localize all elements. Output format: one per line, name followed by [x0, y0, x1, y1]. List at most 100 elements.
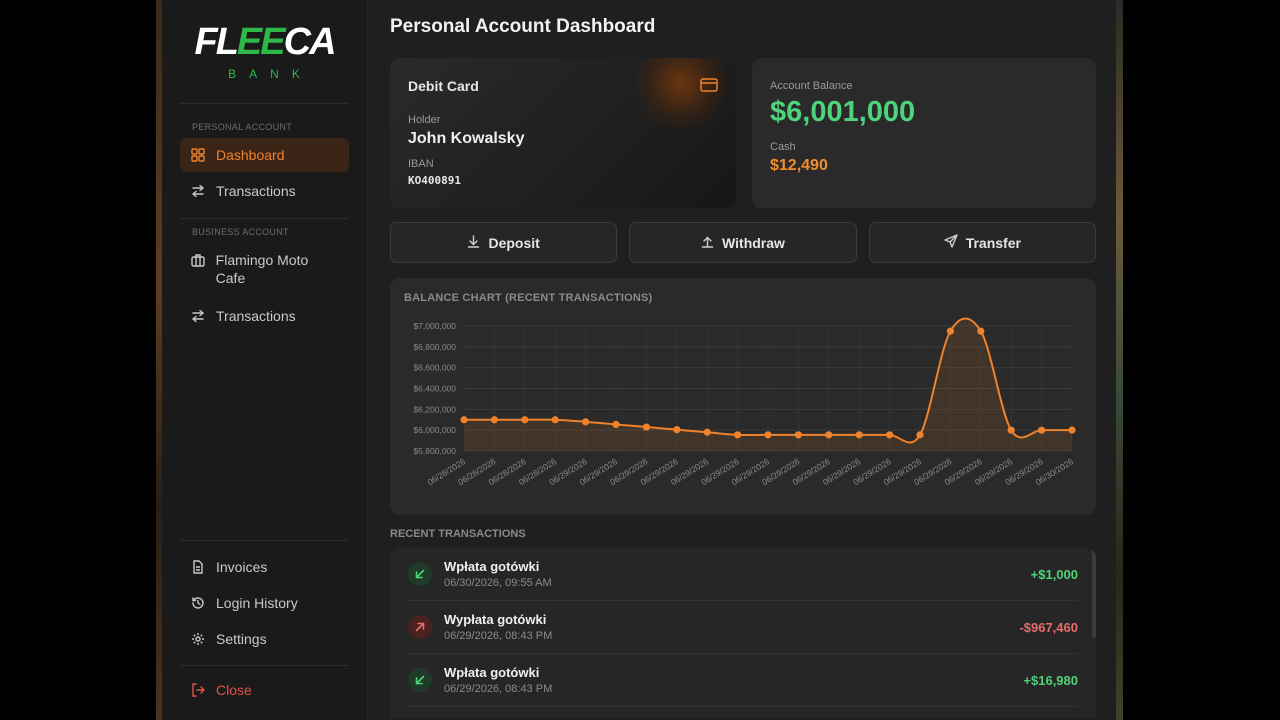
page-title: Personal Account Dashboard: [390, 16, 656, 37]
data-point: [855, 431, 863, 439]
background-right: [1118, 0, 1280, 720]
deposit-label: Deposit: [488, 234, 540, 251]
sidebar-item-dashboard[interactable]: Dashboard: [180, 138, 349, 172]
recent-transactions-label: RECENT TRANSACTIONS: [390, 528, 526, 540]
logout-icon: [190, 682, 206, 698]
data-point: [551, 416, 559, 424]
data-point: [490, 416, 498, 424]
sidebar-item-transactions-personal[interactable]: Transactions: [180, 174, 349, 208]
sidebar-item-settings[interactable]: Settings: [180, 621, 349, 657]
list-item[interactable]: Wypłata gotówki 06/29/2026, 08:43 PM -$96…: [408, 601, 1078, 654]
card-glow: [636, 58, 726, 138]
arrow-up-right-icon: [408, 615, 432, 639]
data-point: [703, 428, 711, 436]
sidebar-item-label: Flamingo Moto Cafe: [215, 252, 309, 286]
transaction-name: Wpłata gotówki: [444, 559, 540, 574]
chart-title: BALANCE CHART (RECENT TRANSACTIONS): [404, 292, 653, 304]
data-point: [825, 431, 833, 439]
cash-label: Cash: [770, 141, 796, 153]
transaction-date: 06/29/2026, 08:43 PM: [444, 630, 553, 642]
data-point: [794, 431, 802, 439]
withdraw-button[interactable]: Withdraw: [629, 222, 857, 263]
logo-wordmark: FLEECA: [194, 20, 336, 63]
scrollbar[interactable]: [1092, 548, 1096, 638]
data-point: [764, 431, 772, 439]
transaction-name: Wpłata gotówki: [444, 665, 540, 680]
card-title: Debit Card: [408, 78, 479, 94]
bank-logo: FLEECA BANK: [180, 0, 349, 104]
chart-svg: $5,800,000 $6,000,000 $6,200,000 $6,400,000…: [413, 317, 1076, 487]
deposit-button[interactable]: Deposit: [390, 222, 618, 263]
withdraw-label: Withdraw: [722, 234, 785, 251]
holder-label: Holder: [408, 114, 441, 126]
upload-icon: [701, 235, 714, 251]
sidebar-item-transactions-business[interactable]: Transactions: [180, 299, 349, 333]
y-tick-label: $6,200,000: [413, 404, 456, 414]
send-icon: [943, 234, 958, 251]
data-point: [977, 327, 985, 335]
balance-card: Account Balance $6,001,000 Cash $12,490: [752, 58, 1096, 208]
data-point: [1068, 426, 1076, 434]
history-icon: [190, 595, 206, 611]
data-point: [916, 431, 924, 439]
grid-icon: [190, 147, 206, 163]
balance-chart: BALANCE CHART (RECENT TRANSACTIONS) $5,8…: [390, 278, 1096, 515]
recent-transactions-list: Wpłata gotówki 06/30/2026, 09:55 AM +$1,0…: [390, 548, 1096, 718]
sidebar-item-login-history[interactable]: Login History: [180, 585, 349, 621]
arrow-down-left-icon: [408, 562, 432, 586]
list-item[interactable]: Wpłata gotówki 06/30/2026, 09:55 AM +$1,0…: [408, 548, 1078, 601]
data-point: [886, 431, 894, 439]
iban-value: KO400891: [408, 174, 461, 187]
close-label: Close: [216, 682, 252, 698]
bank-app-window: FLEECA BANK PERSONAL ACCOUNT Dashboard T…: [162, 0, 1116, 720]
document-icon: [190, 559, 206, 575]
data-point: [1038, 426, 1046, 434]
logo-subtitle: BANK: [228, 66, 313, 81]
gear-icon: [190, 631, 206, 647]
transaction-amount: -$967,460: [1019, 619, 1078, 635]
data-point: [1007, 426, 1015, 434]
briefcase-icon: [190, 252, 206, 268]
transaction-amount: +$16,980: [1023, 672, 1078, 688]
arrows-icon: [190, 183, 206, 199]
personal-account-label: PERSONAL ACCOUNT: [192, 122, 292, 132]
main-content: Personal Account Dashboard Debit Card Ho…: [368, 0, 1116, 720]
sidebar-item-invoices[interactable]: Invoices: [180, 549, 349, 585]
transfer-label: Transfer: [965, 234, 1021, 251]
download-icon: [467, 234, 480, 251]
sidebar-item-label: Dashboard: [216, 147, 285, 163]
business-account-label: BUSINESS ACCOUNT: [192, 227, 289, 237]
sidebar-item-label: Invoices: [216, 559, 268, 575]
holder-name: John Kowalsky: [408, 130, 525, 147]
summary-row: Debit Card Holder John Kowalsky IBAN KO4…: [390, 58, 1096, 208]
y-tick-label: $6,000,000: [413, 425, 456, 435]
data-point: [734, 431, 742, 439]
transaction-amount: +$1,000: [1030, 566, 1078, 582]
sidebar-bottom: Invoices Login History Settings Close: [180, 540, 349, 720]
sidebar-item-label: Transactions: [216, 308, 296, 324]
list-item[interactable]: Wpłata gotówki 06/29/2026, 08:43 PM +$16,…: [408, 654, 1078, 707]
y-tick-label: $6,400,000: [413, 384, 456, 394]
background-game-strip-left: [156, 0, 162, 720]
y-tick-label: $7,000,000: [413, 321, 456, 331]
data-point: [946, 327, 955, 335]
data-point: [673, 426, 681, 434]
sidebar-item-flamingo-moto-cafe[interactable]: Flamingo Moto Cafe: [180, 243, 349, 297]
sidebar-item-label: Settings: [216, 631, 267, 647]
background-game-strip-right: [1115, 0, 1123, 720]
data-point: [612, 420, 620, 429]
sidebar-divider: [180, 540, 349, 541]
data-point: [642, 423, 650, 431]
close-button[interactable]: Close: [180, 672, 349, 708]
sidebar-item-label: Transactions: [216, 183, 296, 199]
transfer-button[interactable]: Transfer: [868, 222, 1096, 263]
sidebar-item-label: Login History: [216, 595, 298, 611]
sidebar-divider: [180, 218, 349, 219]
background-left: [0, 0, 160, 720]
y-tick-label: $6,800,000: [413, 342, 456, 352]
transaction-date: 06/30/2026, 09:55 AM: [444, 577, 552, 589]
debit-card: Debit Card Holder John Kowalsky IBAN KO4…: [390, 58, 736, 208]
cash-amount: $12,490: [770, 157, 828, 174]
y-tick-label: $6,600,000: [413, 363, 456, 373]
arrows-icon: [190, 308, 206, 324]
